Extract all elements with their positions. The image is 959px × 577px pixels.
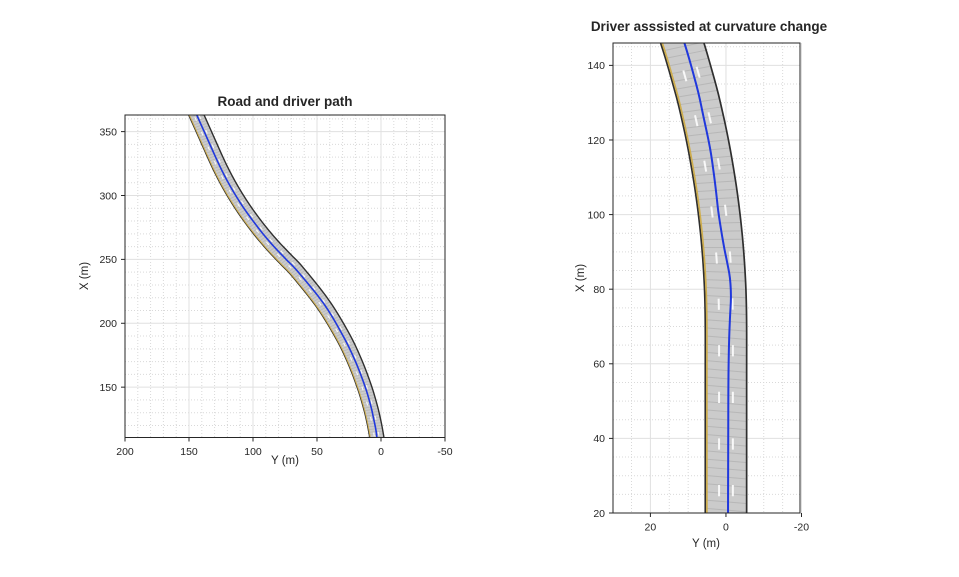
y-tick-label: 200 xyxy=(99,318,117,330)
x-tick-label: 50 xyxy=(311,446,323,458)
x-tick-label: -20 xyxy=(794,522,809,534)
road-edge-left xyxy=(187,115,371,438)
road-hatch xyxy=(661,43,746,513)
left-road-group xyxy=(187,115,385,438)
lane-marking-dashes xyxy=(194,115,380,437)
left-yaxis-label: X (m) xyxy=(79,262,91,290)
y-tick-label: 350 xyxy=(99,126,117,138)
left-xaxis-label: Y (m) xyxy=(271,455,299,467)
x-tick-label: 150 xyxy=(180,446,198,458)
driver-path-line xyxy=(683,43,732,513)
x-tick-label: 0 xyxy=(723,522,729,534)
y-tick-label: 20 xyxy=(593,508,605,520)
road-surface xyxy=(660,43,747,513)
road-surface xyxy=(188,115,384,438)
left-axes: 200 150 100 50 0 -50 150 200 250 300 350 xyxy=(99,114,453,458)
grid-major xyxy=(124,115,446,438)
y-tick-label: 100 xyxy=(587,209,605,221)
y-tick-label: 250 xyxy=(99,254,117,266)
y-tick-label: 60 xyxy=(593,359,605,371)
right-road-group xyxy=(659,43,748,513)
yellow-edge-line xyxy=(188,115,371,438)
left-plot-title: Road and driver path xyxy=(217,94,352,109)
driver-path-line xyxy=(195,115,378,438)
right-plot-title: Driver asssisted at curvature change xyxy=(591,19,828,34)
left-grid xyxy=(124,115,446,438)
lane-marking-dashes xyxy=(682,66,734,497)
road-edge-left xyxy=(659,43,707,513)
x-tick-label: 100 xyxy=(244,446,262,458)
left-plot[interactable]: 200 150 100 50 0 -50 150 200 250 300 350 Road and … xyxy=(79,90,453,577)
y-tick-label: 140 xyxy=(587,60,605,72)
x-tick-label: 0 xyxy=(378,446,384,458)
axes-box xyxy=(612,42,801,514)
road-edge-right xyxy=(203,115,385,438)
x-tick-label: 20 xyxy=(645,522,657,534)
yellow-edge-line xyxy=(661,43,708,513)
road-edge-right xyxy=(703,43,748,513)
grid-minor xyxy=(125,115,445,438)
right-axes: 20 0 -20 20 40 60 80 100 120 140 xyxy=(587,42,809,534)
x-tick-label: 200 xyxy=(116,446,134,458)
axes-box xyxy=(124,114,446,438)
y-tick-label: 80 xyxy=(593,284,605,296)
x-tick-label: -50 xyxy=(437,446,452,458)
y-tick-label: 150 xyxy=(99,382,117,394)
y-tick-label: 120 xyxy=(587,135,605,147)
right-yaxis-label: X (m) xyxy=(575,264,587,292)
y-tick-label: 40 xyxy=(593,433,605,445)
right-plot[interactable]: 20 0 -20 20 40 60 80 100 120 140 Driver asssisted… xyxy=(134,0,828,577)
right-xaxis-label: Y (m) xyxy=(692,538,720,550)
y-tick-label: 300 xyxy=(99,190,117,202)
